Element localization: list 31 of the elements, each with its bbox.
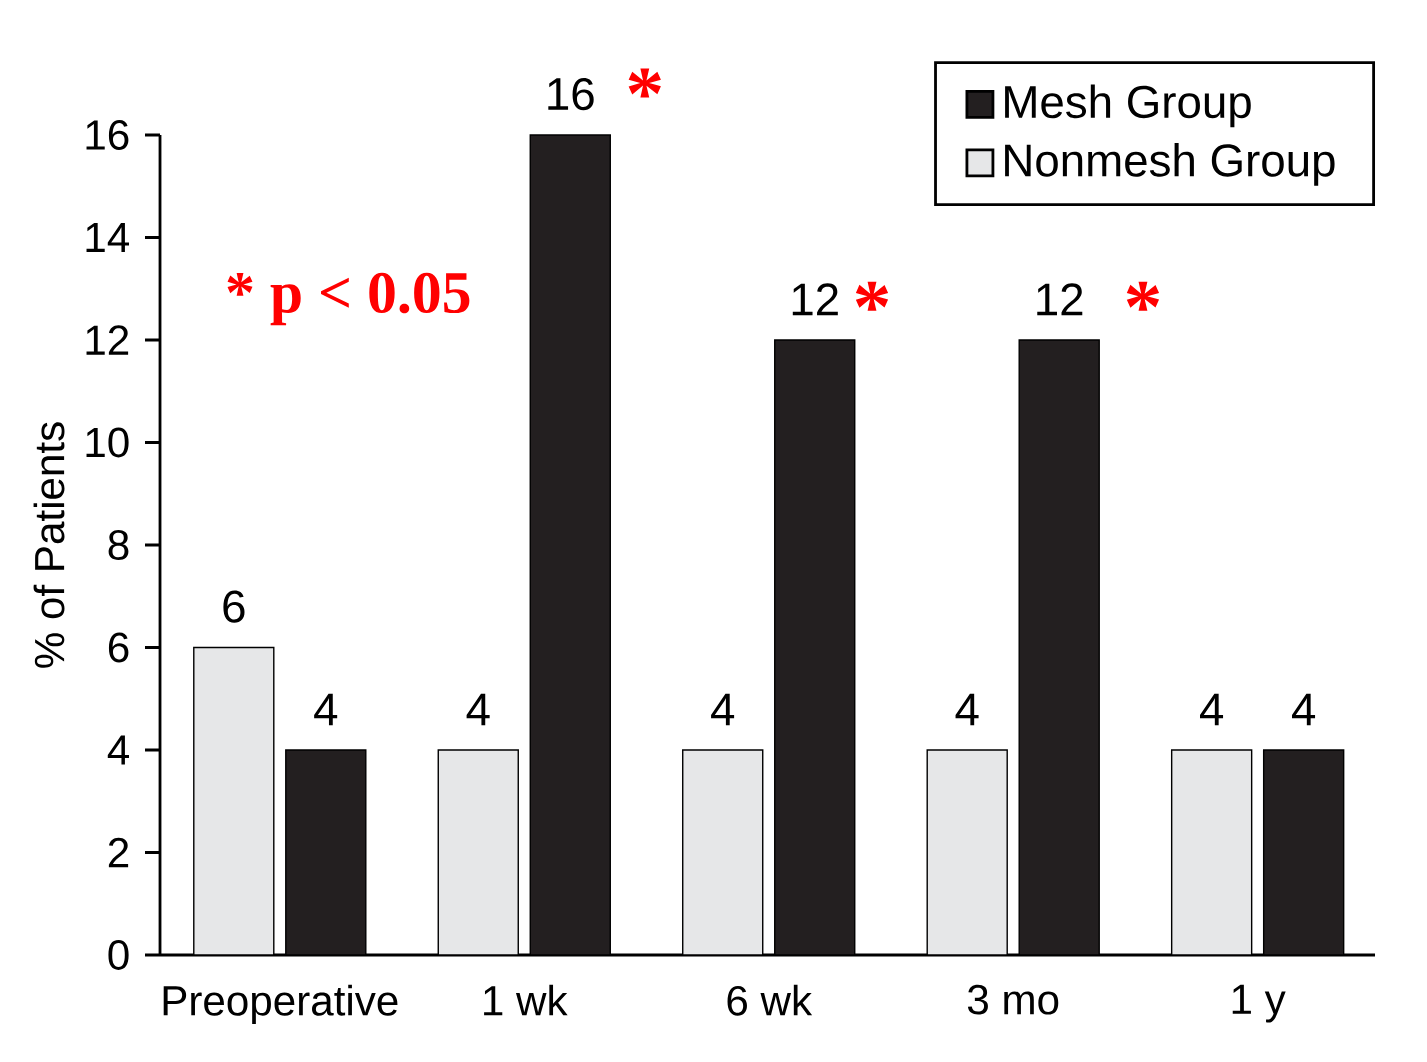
y-tick-label: 2 xyxy=(108,837,129,868)
x-tick-label: 6 wk xyxy=(727,984,813,1016)
data-label: 12 xyxy=(1037,283,1083,316)
x-tick-label: 3 mo xyxy=(967,984,1059,1015)
legend-label: Nonmesh Group xyxy=(1005,143,1335,186)
data-label: 6 xyxy=(223,590,245,623)
text: * xyxy=(628,68,661,98)
annotation: * p < 0.05 xyxy=(227,272,470,326)
data-label: 16 xyxy=(548,77,594,111)
x-tick-label: Preoperative xyxy=(163,984,398,1025)
legend-label: Mesh Group xyxy=(1005,84,1251,128)
annotation: * xyxy=(1126,281,1160,311)
x-tick-label: 1 y xyxy=(1232,984,1286,1023)
data-label: 4 xyxy=(1200,693,1224,726)
y-tick-label: 16 xyxy=(86,120,129,150)
y-tick-label: 6 xyxy=(108,632,129,663)
data-label: 4 xyxy=(955,693,979,726)
annotation: * xyxy=(855,281,889,311)
data-label: 4 xyxy=(711,693,735,726)
y-tick-label: 10 xyxy=(86,427,129,458)
y-tick-label: 8 xyxy=(108,530,129,560)
y-axis-title: % of Patients xyxy=(33,422,65,668)
data-label: 4 xyxy=(1292,693,1316,726)
data-label: 4 xyxy=(466,693,490,726)
data-label: 4 xyxy=(314,693,338,726)
y-tick-label: 4 xyxy=(107,735,129,765)
y-tick-label: 12 xyxy=(86,325,129,355)
y-tick-label: 0 xyxy=(108,940,129,970)
x-tick-label: 1 wk xyxy=(484,984,568,1016)
y-tick-label: 14 xyxy=(86,223,129,253)
data-label: 12 xyxy=(792,283,838,316)
